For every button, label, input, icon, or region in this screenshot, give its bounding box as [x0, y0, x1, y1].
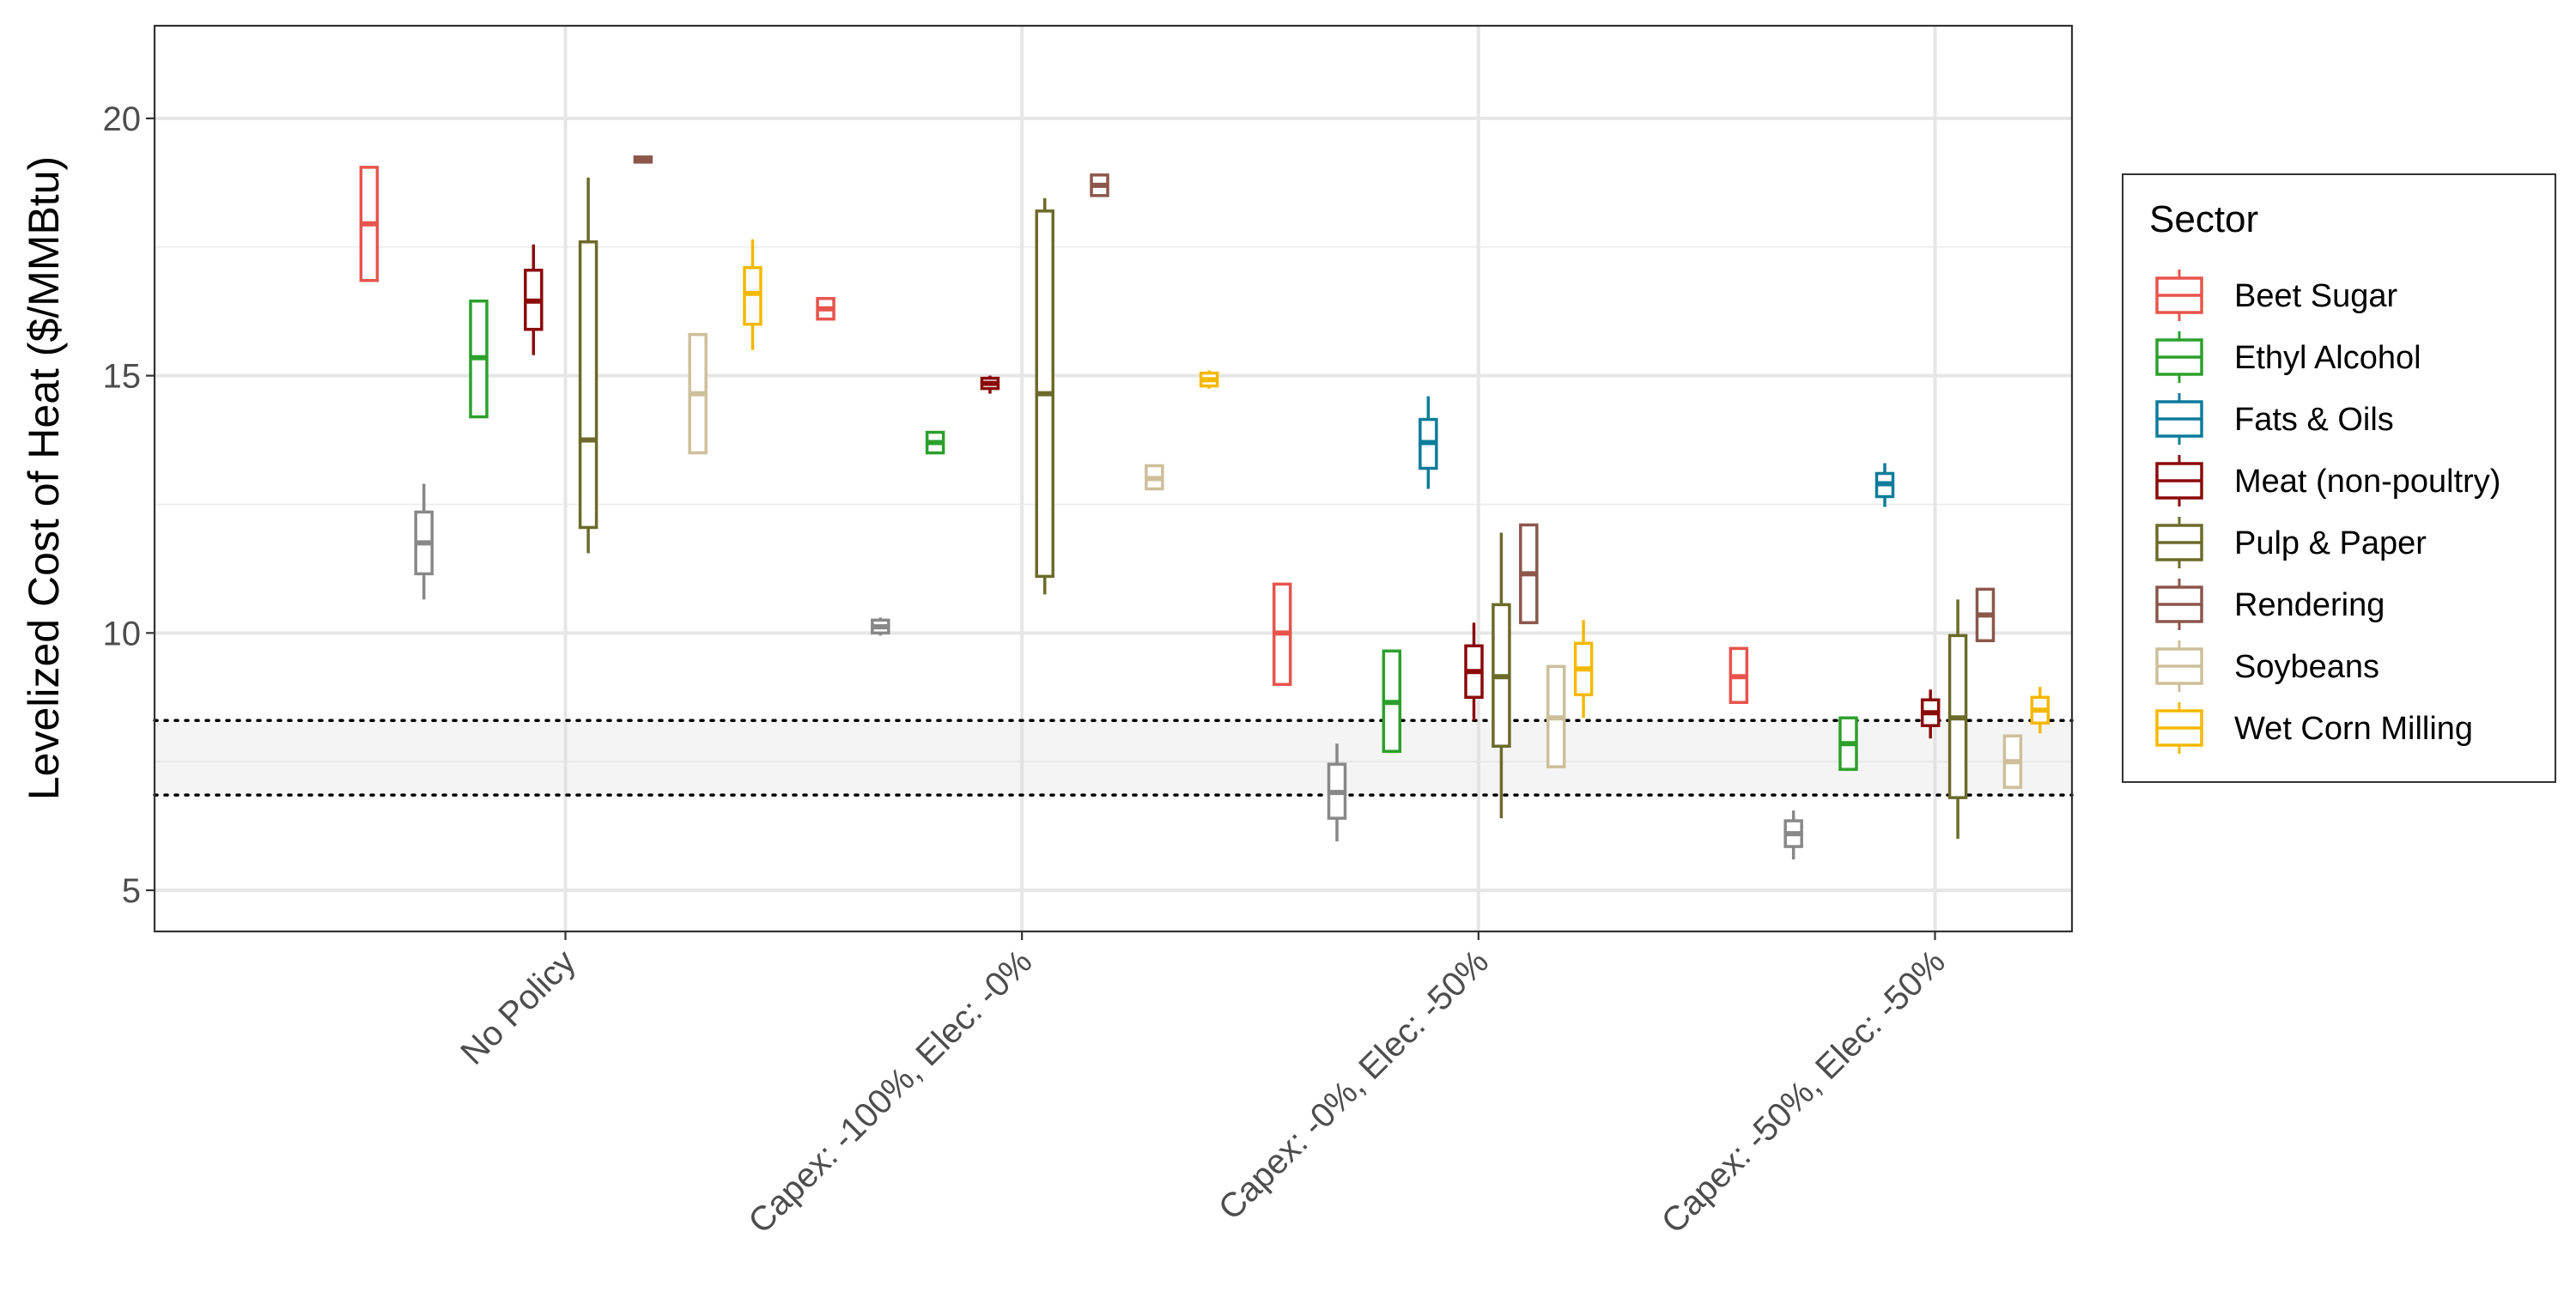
- legend-label: Wet Corn Milling: [2234, 711, 2473, 747]
- legend-entry: Fats & Oils: [2155, 393, 2394, 445]
- box-mark: [1975, 587, 1996, 643]
- box-mark: [1419, 396, 1438, 489]
- box-series: [359, 155, 2050, 860]
- legend-label: Fats & Oils: [2234, 402, 2394, 438]
- box-mark: [1874, 463, 1895, 507]
- x-tick-label: No Policy: [453, 943, 583, 1072]
- reference-band: [153, 719, 2074, 797]
- legend-label: Meat (non-poultry): [2234, 464, 2500, 500]
- box-mark: [688, 332, 708, 455]
- y-tick-label: 15: [103, 358, 142, 396]
- reference-band-fill: [155, 720, 2072, 796]
- legend-entry: Rendering: [2155, 579, 2385, 630]
- box-mark: [816, 296, 835, 321]
- plot-panel-background: [155, 26, 2072, 931]
- box-mark: [1199, 370, 1219, 389]
- plot-panel-border: [153, 24, 2074, 933]
- box-mark: [1838, 716, 1858, 771]
- box-mark: [1035, 197, 1054, 595]
- x-tick-label: Capex: -100%, Elec: -0%: [741, 943, 1039, 1240]
- box-mark: [1947, 599, 1968, 840]
- legend-entry: Ethyl Alcohol: [2155, 331, 2421, 383]
- legend-entry: Pulp & Paper: [2155, 517, 2427, 568]
- box-mark: [1327, 743, 1347, 842]
- legend-label: Pulp & Paper: [2234, 525, 2427, 561]
- box-mark: [633, 155, 653, 164]
- box-mark: [2002, 734, 2023, 789]
- legend-label: Soybeans: [2234, 649, 2379, 685]
- legend-entry: Wet Corn Milling: [2155, 702, 2473, 754]
- box-mark: [1492, 532, 1511, 819]
- x-tick-label: Capex: -0%, Elec: -50%: [1212, 943, 1496, 1227]
- legend-label: Rendering: [2234, 587, 2385, 623]
- box-mark: [1090, 173, 1109, 197]
- legend-entry: Soybeans: [2155, 640, 2379, 692]
- legend: Sector Beet Sugar Ethyl Alcohol Fats & Oil…: [2122, 173, 2556, 783]
- legend-label: Beet Sugar: [2234, 278, 2397, 314]
- box-mark: [925, 430, 945, 455]
- box-mark: [1546, 664, 1566, 768]
- box-mark: [871, 617, 890, 636]
- y-tick-label: 5: [122, 872, 141, 910]
- box-mark: [578, 177, 598, 554]
- x-tick-label: Capex: -50%, Elec: -50%: [1655, 943, 1953, 1240]
- legend-entry: Beet Sugar: [2155, 270, 2397, 321]
- box-mark: [1519, 523, 1539, 625]
- box-mark: [2030, 687, 2050, 734]
- box-mark: [743, 239, 762, 350]
- box-mark: [469, 299, 489, 419]
- grid-lines: [155, 26, 2072, 931]
- box-body: [578, 240, 598, 530]
- legend-label: Ethyl Alcohol: [2234, 340, 2421, 376]
- box-mark: [1382, 649, 1402, 753]
- y-tick-label: 20: [103, 100, 142, 138]
- y-axis-title: Levelized Cost of Heat ($/MMBtu): [20, 156, 68, 800]
- box-mark: [1272, 582, 1292, 687]
- box-mark: [1145, 464, 1164, 491]
- box-mark: [1464, 622, 1484, 721]
- box-mark: [524, 244, 544, 355]
- box-mark: [359, 166, 380, 282]
- box-mark: [1920, 689, 1941, 739]
- box-mark: [414, 483, 434, 600]
- box-mark: [1728, 646, 1749, 705]
- y-tick-label: 10: [103, 615, 142, 652]
- legend-entry: Meat (non-poultry): [2155, 455, 2500, 506]
- box-mark: [1783, 810, 1803, 860]
- legend-title: Sector: [2149, 198, 2258, 240]
- box-mark: [1573, 620, 1594, 719]
- box-mark: [980, 375, 1000, 394]
